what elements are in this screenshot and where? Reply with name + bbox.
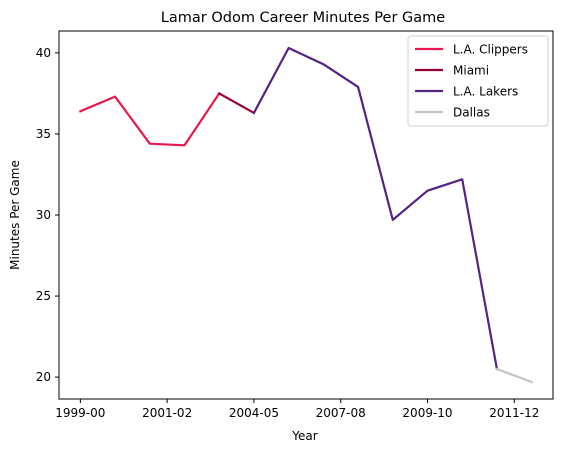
- x-tick-label: 2001-02: [142, 406, 192, 420]
- series-line-2: [252, 46, 499, 371]
- y-tick-label: 30: [36, 208, 51, 222]
- legend: L.A. Clippers Miami L.A. Lakers Dallas: [407, 35, 549, 127]
- y-tick-label: 20: [36, 370, 51, 384]
- series-line-0: [78, 91, 221, 147]
- y-tick-label: 25: [36, 289, 51, 303]
- series-line-1: [217, 91, 256, 115]
- x-axis-label: Year: [291, 429, 317, 443]
- y-tick-label: 35: [36, 127, 51, 141]
- legend-label-0: L.A. Clippers: [453, 43, 528, 57]
- x-tick-label: 2007-08: [316, 406, 366, 420]
- legend-label-3: Dallas: [453, 106, 490, 120]
- series-layer: [78, 46, 534, 384]
- x-tick-label: 2009-10: [402, 406, 452, 420]
- series-line-3: [495, 367, 534, 384]
- y-tick-label: 40: [36, 46, 51, 60]
- x-tick-label: 2004-05: [229, 406, 279, 420]
- x-tick-label: 2011-12: [489, 406, 539, 420]
- x-axis-ticks: 1999-00 2001-02 2004-05 2007-08 2009-10 2011-…: [55, 399, 539, 420]
- y-axis-ticks: 20 25 30 35 40: [36, 46, 59, 384]
- x-tick-label: 1999-00: [55, 406, 105, 420]
- legend-box: [407, 35, 549, 127]
- chart-title: Lamar Odom Career Minutes Per Game: [161, 10, 445, 26]
- y-axis-label: Minutes Per Game: [8, 160, 22, 270]
- legend-label-1: Miami: [453, 64, 489, 78]
- legend-label-2: L.A. Lakers: [453, 85, 518, 99]
